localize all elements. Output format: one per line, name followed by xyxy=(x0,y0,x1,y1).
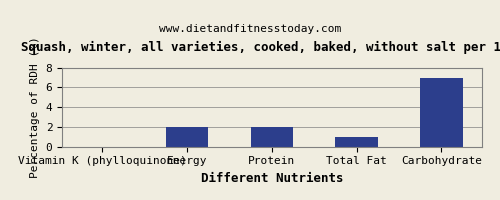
X-axis label: Different Nutrients: Different Nutrients xyxy=(200,172,343,185)
Title: Squash, winter, all varieties, cooked, baked, without salt per 100g: Squash, winter, all varieties, cooked, b… xyxy=(20,41,500,54)
Bar xyxy=(420,78,463,147)
Y-axis label: Percentage of RDH (%): Percentage of RDH (%) xyxy=(30,36,40,178)
Bar xyxy=(336,137,378,147)
Bar xyxy=(166,127,208,147)
Bar xyxy=(251,127,293,147)
Text: www.dietandfitnesstoday.com: www.dietandfitnesstoday.com xyxy=(159,24,341,34)
